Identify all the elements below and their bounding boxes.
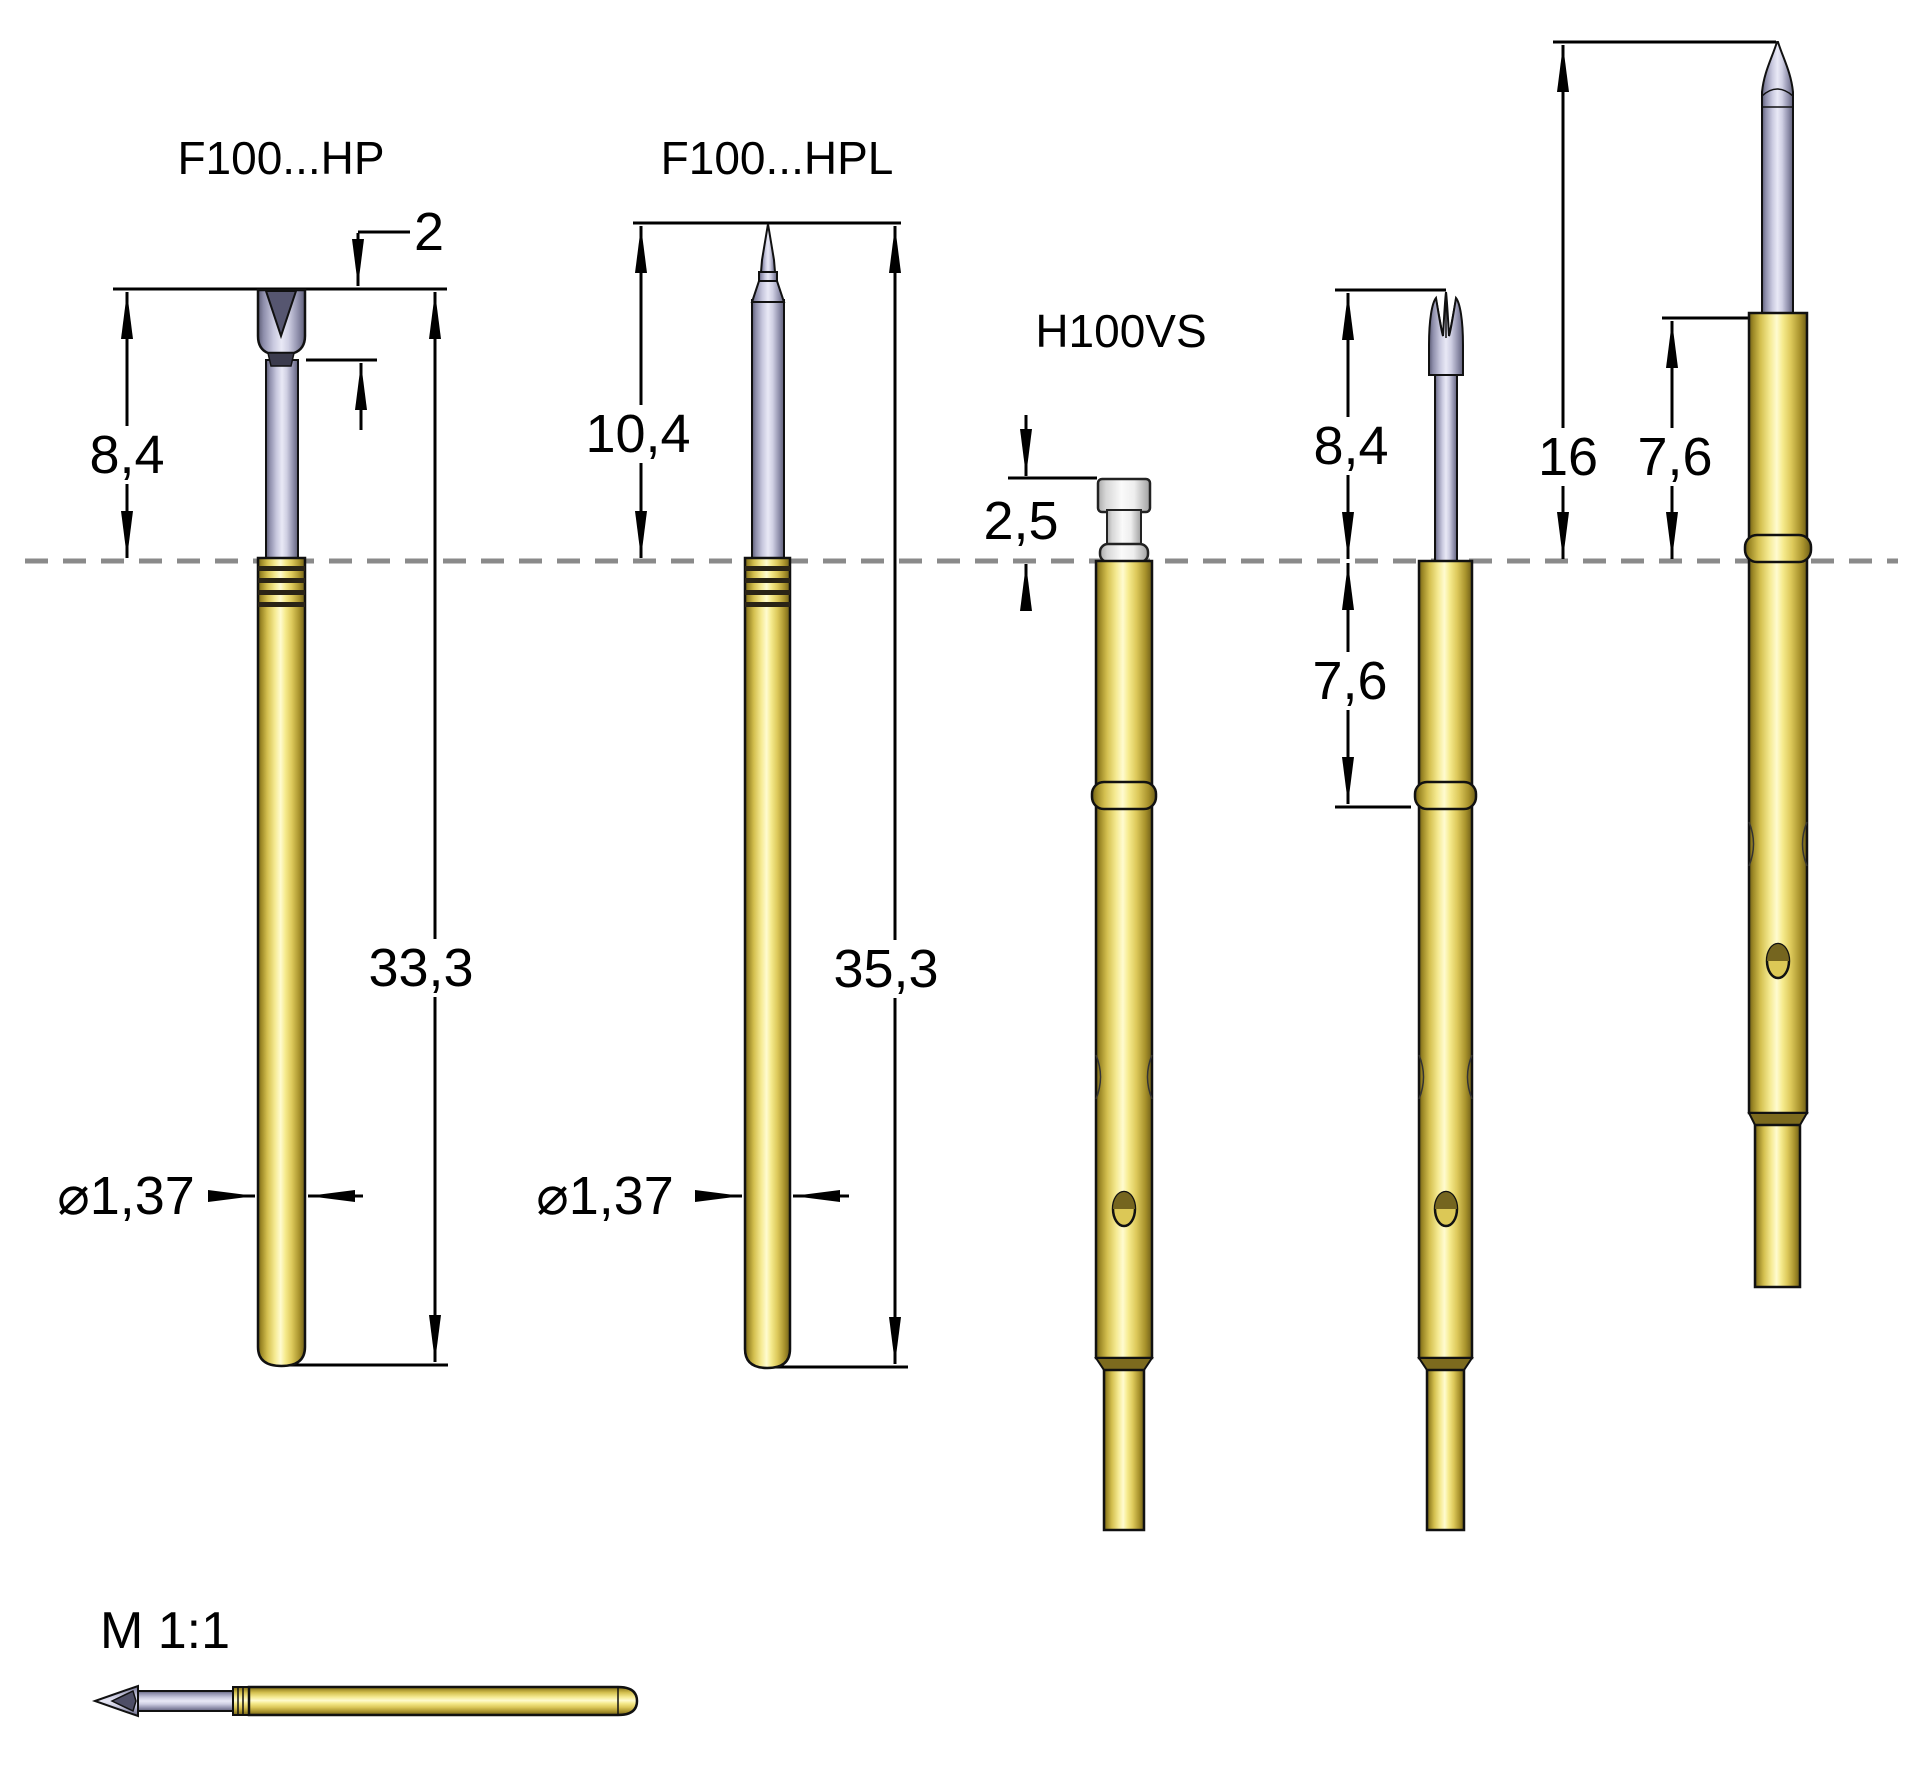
- probe-title-f100hp: F100...HP: [177, 132, 385, 184]
- probe-head: [1096, 477, 1152, 514]
- dim-label-tip-16: 16: [1529, 428, 1607, 486]
- probe-f100hp-drawing: [256, 288, 307, 1368]
- scale-1to1-probe-drawing: [91, 1684, 639, 1718]
- dim-label-plunger-7-6: 7,6: [1629, 428, 1721, 486]
- dim-label-stroke-8-4: 8,4: [81, 426, 173, 484]
- receptacle-barrel: [1747, 311, 1809, 1115]
- probe-h100vs-drawing: [1090, 477, 1158, 1532]
- dim-label-diameter-mid: ⌀1,37: [536, 1166, 674, 1226]
- receptacle-barrel: [1417, 559, 1474, 1360]
- dim-label-tip-8-4: 8,4: [1305, 417, 1397, 475]
- dim-label-tip-length-2: 2: [413, 202, 445, 262]
- crimp-ring: [1090, 780, 1158, 811]
- probe-barrel: [256, 556, 307, 1368]
- probe-crown-receptacle-drawing: [1413, 291, 1478, 1532]
- receptacle-barrel: [1094, 559, 1154, 1360]
- probe-pointed-receptacle-drawing: [1743, 41, 1813, 1289]
- probe-title-f100hpl: F100...HPL: [660, 132, 894, 184]
- pointed-plunger: [1761, 41, 1794, 314]
- dim-label-length-33-3: 33,3: [360, 939, 482, 997]
- dim-label-length-35-3: 35,3: [825, 940, 947, 998]
- crimp-ring: [1743, 533, 1813, 564]
- scale-note-label: M 1:1: [99, 1602, 231, 1660]
- needle-tip: [759, 223, 777, 273]
- probe-f100hpl-drawing: [743, 223, 792, 1370]
- probe-barrel-horizontal: [247, 1685, 639, 1717]
- dim-label-diameter-left: ⌀1,37: [57, 1166, 195, 1226]
- dim-label-depth-7-6: 7,6: [1304, 652, 1396, 710]
- dimension-lines: [113, 40, 1776, 1369]
- dim-label-stroke-10-4: 10,4: [577, 405, 699, 463]
- probe-barrel: [743, 556, 792, 1370]
- dim-label-head-2-5: 2,5: [983, 491, 1059, 551]
- probe-title-h100vs: H100VS: [1035, 305, 1207, 357]
- crimp-ring: [1413, 780, 1478, 811]
